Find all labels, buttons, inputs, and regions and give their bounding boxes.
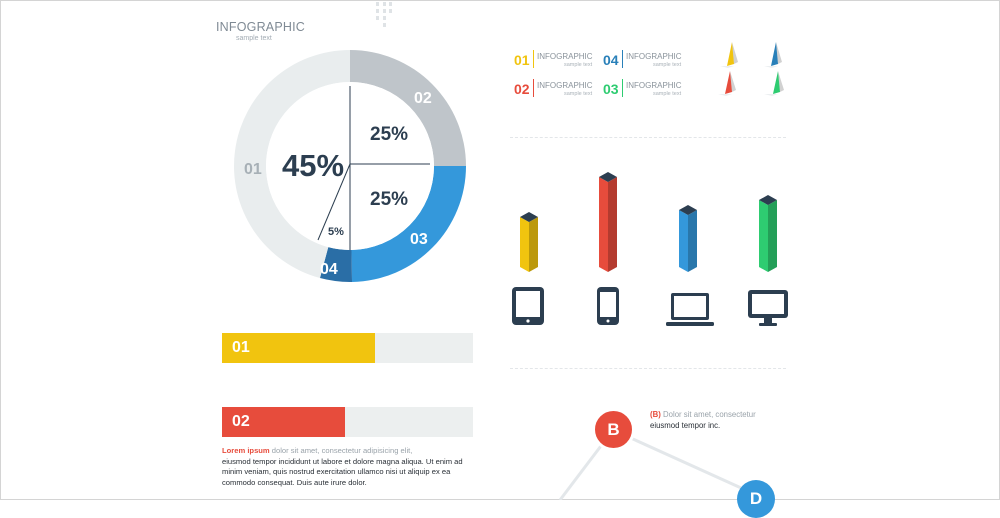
donut-label-04: 04 [320,261,338,278]
divider-diagonal [317,163,351,241]
legend-bar [533,50,534,68]
column-bar-2 [599,172,617,272]
node-note: (B) Dolor sit amet, consectetur eiusmod t… [650,410,800,431]
device-icons [512,287,788,326]
cone-markers [718,42,784,96]
donut-segment-04 [319,247,353,282]
paragraph-muted: dolor sit amet, consectetur adipisicing … [269,446,413,455]
donut-label-03: 03 [410,231,428,248]
progress-label-02: 02 [232,413,250,430]
donut-value-lower: 25% [370,189,408,210]
connector-right [612,428,751,494]
progress-bar-02: 02 [222,407,473,437]
donut-segment-01 [234,50,350,279]
donut-value-small: 5% [328,226,344,238]
node-badge-d: D [737,480,775,518]
monitor-icon [748,290,788,326]
legend-bar [533,79,534,97]
progress-fill-02 [222,407,345,437]
progress-fill-01 [222,333,376,363]
separator-top [510,137,786,138]
note-text: eiusmod tempor inc. [650,420,721,430]
note-tag: (B) [650,410,661,419]
note-muted: Dolor sit amet, consectetur [660,410,756,419]
progress-bar-01: 01 [222,333,473,363]
column-bar-3 [679,205,697,272]
cone-marker-4 [764,71,784,96]
legend-title: INFOGRAPHIC [537,81,593,90]
legend-bar [622,50,623,68]
tablet-icon [512,287,544,325]
paragraph-lead: Lorem ipsum [222,446,270,455]
separator-bottom [510,368,786,369]
laptop-icon [666,293,714,326]
body-paragraph: Lorem ipsum dolor sit amet, consectetur … [222,446,484,488]
donut-segment-03 [351,166,466,282]
donut-label-02: 02 [414,90,432,107]
cone-marker-3 [718,71,736,96]
legend-number: 02 [514,81,530,97]
legend-number: 01 [514,52,530,68]
column-bar-4 [759,195,777,272]
column-bar-1 [520,212,538,272]
donut-chart: 01 02 03 04 45% 25% 25% 5% [234,50,466,282]
column-chart [520,172,777,272]
donut-segment-02 [350,50,466,166]
legend-number: 03 [603,81,619,97]
legend-number: 04 [603,52,619,68]
legend-title: INFOGRAPHIC [626,52,682,61]
donut-label-01: 01 [244,161,262,178]
header-subtitle: sample text [236,35,272,42]
decorative-dots [376,2,392,27]
legend-subtitle: sample text [653,62,682,68]
cone-marker-2 [764,42,782,68]
legend-subtitle: sample text [564,91,593,97]
donut-value-big: 45% [282,148,344,183]
donut-value-upper: 25% [370,124,408,145]
node-badge-b: B [592,408,635,451]
cone-marker-1 [720,42,738,68]
legend-title: INFOGRAPHIC [626,81,682,90]
header-title: INFOGRAPHIC [216,20,306,34]
legend-title: INFOGRAPHIC [537,52,593,61]
legend-subtitle: sample text [653,91,682,97]
progress-label-01: 01 [232,339,250,356]
paragraph-text: eiusmod tempor incididunt ut labore et d… [222,456,463,487]
legend-subtitle: sample text [564,62,593,68]
legend-bar [622,79,623,97]
phone-icon [597,287,619,325]
